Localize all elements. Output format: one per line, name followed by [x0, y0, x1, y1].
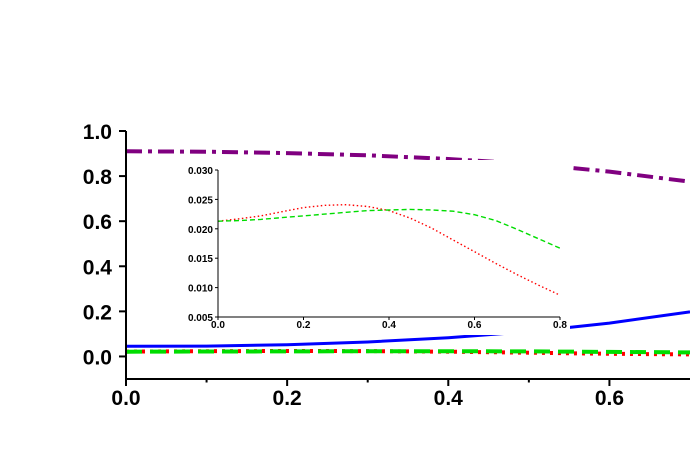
inset-x-tick-label: 0.8	[553, 320, 567, 331]
main-plot: 0.0 0.2 0.4 0.6 0.0 0.2 0.4 0.6 0.8 1.0	[83, 121, 690, 410]
inset-y-tick-label: 0.010	[188, 284, 213, 295]
inset-x-tick-label: 0.0	[211, 320, 225, 331]
inset-y-tick-label: 0.030	[188, 166, 213, 177]
main-x-tick-label: 0.4	[434, 387, 464, 410]
inset-x-tick-label: 0.6	[468, 320, 482, 331]
main-series-1-line	[126, 310, 690, 348]
main-y-tick-label: 0.0	[83, 346, 112, 369]
main-y-tick-label: 0.6	[83, 211, 112, 234]
main-y-tick-label: 1.0	[83, 121, 112, 144]
inset-series-1-line	[218, 208, 560, 249]
main-y-tick-label: 0.2	[83, 301, 112, 324]
inset-y-tick-label: 0.015	[188, 254, 213, 265]
main-series-3-line	[126, 349, 690, 355]
main-y-tick-label: 0.4	[83, 256, 113, 279]
inset-plot: 0.0 0.2 0.4 0.6 0.8 0.005 0.010 0.015 0.020 0.025…	[160, 160, 570, 335]
main-series-0-line	[126, 149, 690, 184]
main-y-tick-label: 0.8	[83, 166, 113, 189]
main-x-tick-label: 0.2	[273, 387, 302, 410]
inset-x-tick-label: 0.2	[297, 320, 311, 331]
main-series-2-line	[126, 348, 690, 357]
inset-y-tick-label: 0.025	[188, 195, 213, 206]
inset-y-tick-label: 0.020	[188, 225, 213, 236]
main-x-tick-label: 0.0	[111, 387, 140, 410]
inset-series-group	[218, 203, 560, 296]
main-series-group	[126, 149, 690, 357]
inset-x-tick-label: 0.4	[382, 320, 396, 331]
inset-y-tick-label: 0.005	[188, 313, 213, 324]
main-x-tick-label: 0.6	[595, 387, 624, 410]
inset-background	[160, 160, 570, 335]
